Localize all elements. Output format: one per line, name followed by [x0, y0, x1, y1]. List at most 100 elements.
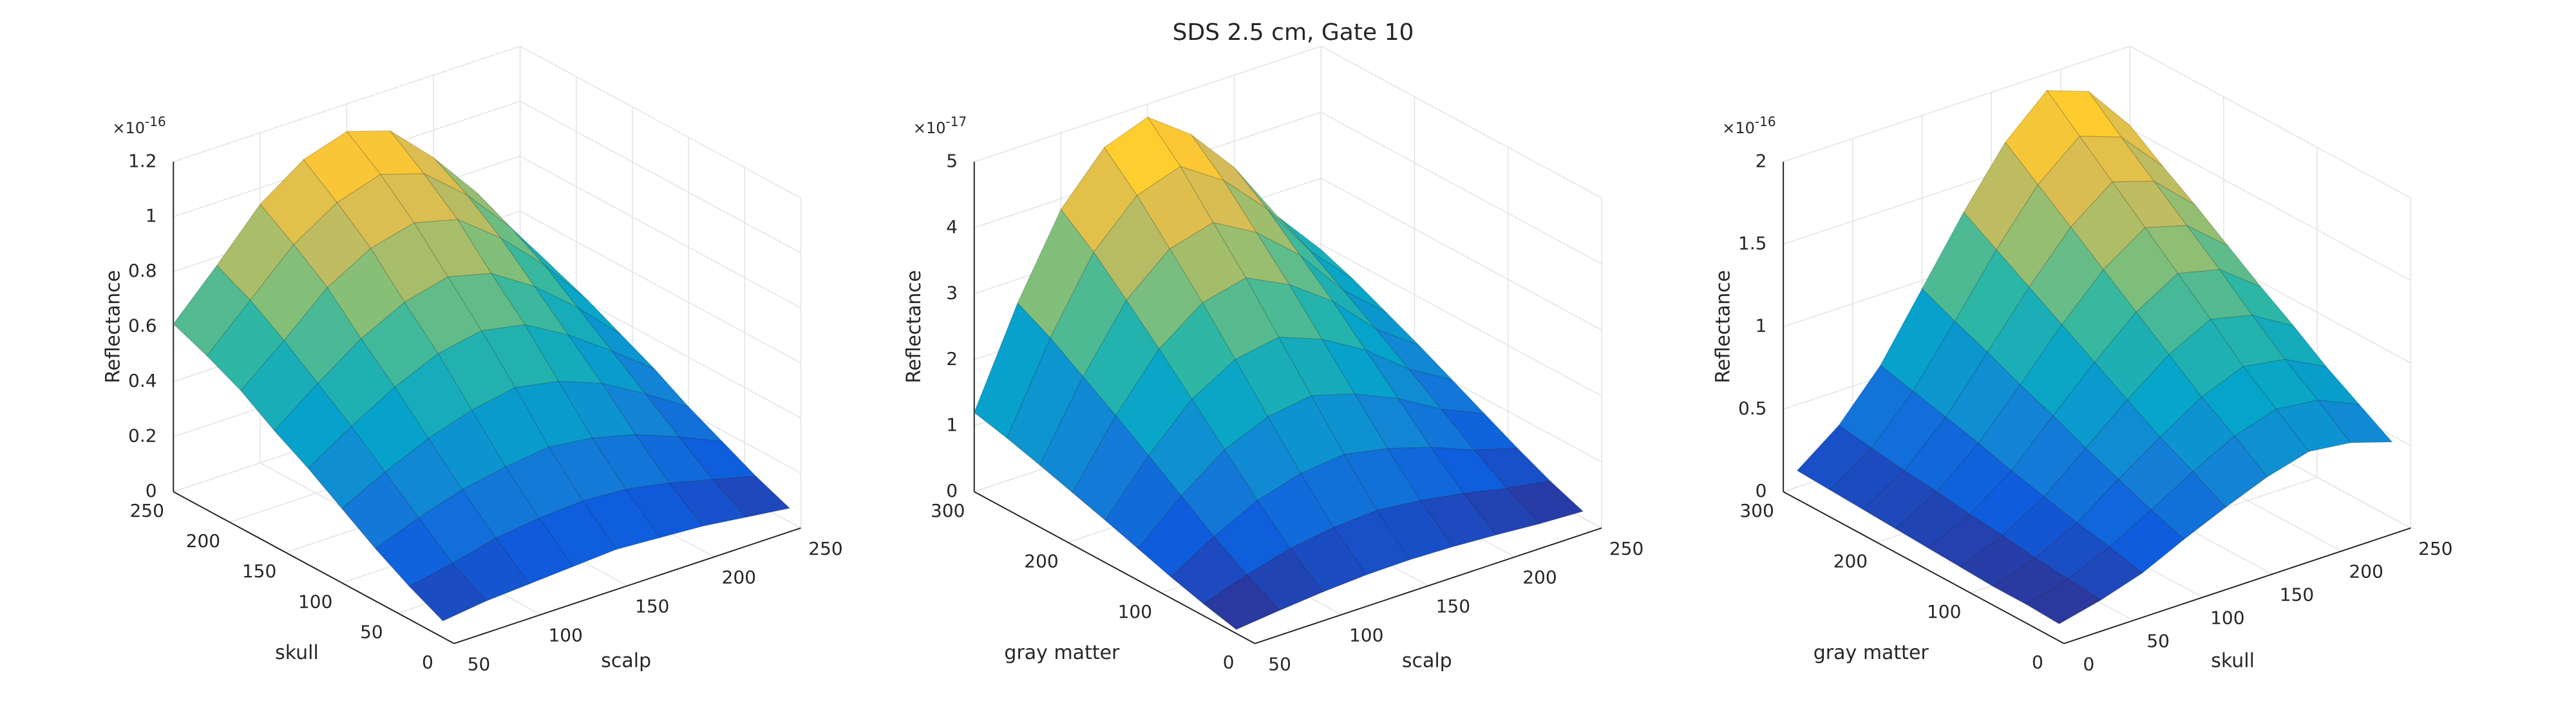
surface-patch [1895, 491, 1971, 549]
y-axis-line [974, 491, 1256, 644]
surface-patch [1463, 488, 1540, 535]
grid-line [173, 46, 520, 162]
surface-patch [668, 479, 747, 527]
x-axis-line [453, 527, 801, 644]
surface-patch [1137, 495, 1215, 578]
grid-line [2130, 46, 2411, 199]
grid-line [1320, 178, 1602, 331]
x-tick-label: 50 [468, 653, 491, 674]
surface-patch [1945, 351, 2021, 444]
y-tick-label: 0 [2032, 652, 2043, 673]
surface-patch [1880, 288, 1956, 392]
z-exponent-base: ×10 [112, 119, 145, 137]
x-tick-label: 50 [2146, 630, 2170, 651]
surface-patch [1190, 134, 1267, 210]
surface-patch [1838, 364, 1914, 449]
surface-patch [1796, 425, 1873, 491]
surface-patch [1430, 447, 1508, 494]
y-axis-label: skull [275, 642, 319, 664]
surface-patch [1179, 165, 1258, 234]
surface-patch [1170, 536, 1247, 604]
z-exponent: ×10-16 [112, 113, 166, 137]
grid-line [520, 46, 801, 199]
x-tick-label: 250 [1609, 538, 1643, 559]
z-exponent-power: -17 [946, 113, 967, 129]
surface-patch [1006, 337, 1084, 466]
z-tick-label: 2 [1756, 150, 1767, 171]
surface-patch [206, 299, 285, 391]
surface-patch [250, 244, 328, 341]
z-exponent-power: -16 [1755, 113, 1776, 129]
surface-patch [1267, 395, 1345, 474]
z-axis-label: Reflectance [102, 270, 124, 384]
grid-line [1320, 111, 1602, 265]
surface-patch [2316, 400, 2393, 443]
x-tick-label: 150 [1436, 596, 1470, 617]
z-tick-label: 0.5 [1738, 398, 1767, 419]
z-tick-label: 1 [1756, 315, 1767, 337]
x-axis-label: scalp [601, 650, 651, 673]
x-tick-label: 100 [1349, 624, 1383, 645]
y-tick-label: 200 [1833, 550, 1868, 571]
z-axis-label: Reflectance [1712, 270, 1734, 384]
surface-patch [2218, 268, 2295, 327]
surface-patch [1419, 493, 1497, 548]
y-tick-label: 250 [129, 500, 164, 521]
surface-patch [1126, 248, 1203, 350]
z-tick-label: 0.4 [128, 370, 157, 391]
surface-patch [2025, 579, 2102, 625]
surface-patch [375, 517, 453, 587]
surface-patch [1072, 414, 1150, 521]
surface-patch [974, 302, 1051, 439]
surface-patch [1978, 384, 2054, 472]
z-tick-label: 0 [946, 480, 958, 501]
z-exponent-base: ×10 [1722, 119, 1755, 137]
y-tick-label: 50 [360, 622, 383, 643]
y-tick-label: 150 [242, 561, 276, 582]
surface-patch [1223, 180, 1300, 255]
surface-patch [1104, 455, 1182, 550]
y-tick-label: 200 [1024, 550, 1058, 571]
surface-patch [1039, 376, 1117, 494]
surface-patch [1343, 290, 1420, 346]
surface-patch [1093, 194, 1171, 301]
z-tick-label: 0 [146, 480, 157, 501]
z-tick-label: 0.2 [128, 425, 157, 447]
surface-patch [1224, 416, 1302, 501]
surface-patch [1440, 409, 1519, 450]
surface-patch [1996, 183, 2072, 288]
z-exponent-power: -16 [145, 113, 166, 129]
y-axis-label: gray matter [1814, 642, 1929, 664]
grid-line [1320, 46, 1602, 199]
y-tick-label: 0 [1223, 652, 1235, 673]
z-tick-label: 1 [946, 414, 958, 436]
surface-patch [1506, 480, 1584, 524]
surface-patch [2070, 181, 2146, 270]
y-tick-label: 0 [422, 652, 433, 673]
z-tick-label: 0.6 [128, 315, 157, 337]
surface-patch [1927, 514, 2003, 568]
surface-patch [1060, 147, 1138, 253]
surface-patch [1954, 248, 2030, 353]
surface-patch [2233, 408, 2310, 478]
z-tick-label: 4 [946, 216, 958, 237]
surface-patch [1376, 500, 1454, 561]
surface-patch [408, 562, 487, 622]
z-tick-label: 0.8 [128, 260, 157, 281]
y-tick-label: 100 [298, 591, 332, 612]
surface-patch [1159, 302, 1236, 400]
grid-line [520, 210, 801, 364]
figure-title: SDS 2.5 cm, Gate 10 [1173, 19, 1414, 46]
y-axis-line [1783, 491, 2065, 644]
y-tick-label: 100 [1118, 601, 1152, 622]
surface-patch [2242, 358, 2318, 410]
y-tick-label: 100 [1927, 601, 1961, 622]
grid-line [520, 156, 801, 309]
z-tick-label: 1 [146, 205, 157, 227]
surface-patch [2275, 400, 2351, 452]
surface-patch [274, 382, 352, 469]
z-axis-label: Reflectance [903, 270, 925, 384]
surface-patch [1245, 277, 1323, 340]
